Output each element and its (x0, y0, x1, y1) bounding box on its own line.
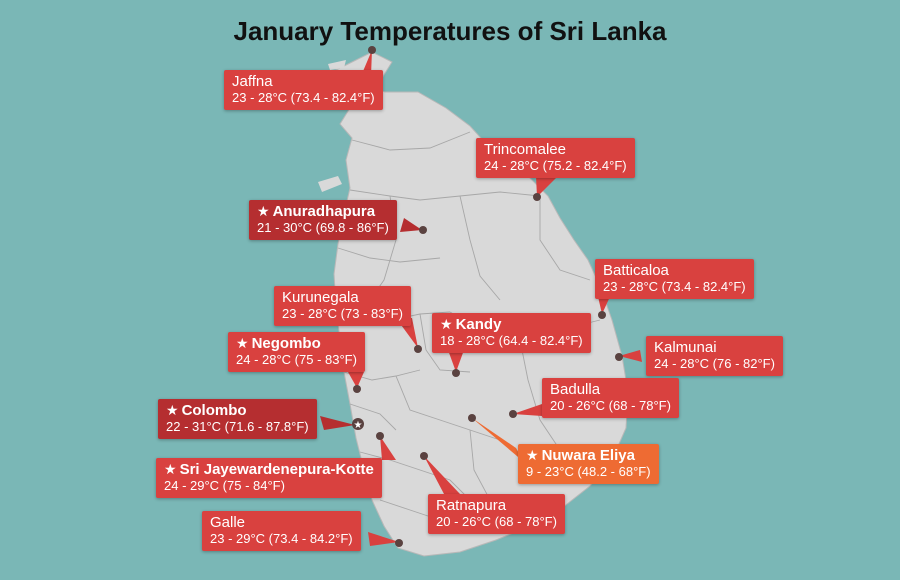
mannar-island (318, 176, 342, 192)
city-name: Trincomalee (484, 141, 566, 158)
city-temp: 23 - 29°C (73.4 - 84.2°F) (210, 531, 353, 546)
label-kurunegala[interactable]: Kurunegala 23 - 28°C (73 - 83°F) (274, 286, 411, 326)
star-icon: ★ (257, 203, 270, 219)
jaffna-islands (328, 60, 346, 70)
city-name: Badulla (550, 381, 601, 398)
dot-anuradhapura (419, 226, 427, 234)
city-temp: 20 - 26°C (68 - 78°F) (436, 514, 557, 529)
dot-kurunegala (414, 345, 422, 353)
dot-jaffna (368, 46, 376, 54)
star-icon: ★ (164, 461, 177, 477)
star-icon: ★ (440, 316, 453, 332)
city-name: Ratnapura (436, 497, 507, 514)
label-ratnapura[interactable]: Ratnapura 20 - 26°C (68 - 78°F) (428, 494, 565, 534)
city-dots (353, 46, 623, 547)
city-name: Kurunegala (282, 289, 359, 306)
label-kandy[interactable]: ★ Kandy 18 - 28°C (64.4 - 82.4°F) (432, 313, 591, 353)
dot-kalmunai (615, 353, 623, 361)
label-nuwara-eliya[interactable]: ★ Nuwara Eliya 9 - 23°C (48.2 - 68°F) (518, 444, 659, 484)
star-icon: ★ (236, 335, 249, 351)
city-temp: 22 - 31°C (71.6 - 87.8°F) (166, 419, 309, 434)
label-trincomalee[interactable]: Trincomalee 24 - 28°C (75.2 - 82.4°F) (476, 138, 635, 178)
label-sri-jayewardenepura-kotte[interactable]: ★ Sri Jayewardenepura-Kotte 24 - 29°C (75… (156, 458, 382, 498)
map-title: January Temperatures of Sri Lanka (233, 16, 667, 46)
dot-kotte (376, 432, 384, 440)
city-name: Colombo (181, 402, 247, 419)
city-temp: 23 - 28°C (73.4 - 82.4°F) (232, 90, 375, 105)
label-kalmunai[interactable]: Kalmunai 24 - 28°C (76 - 82°F) (646, 336, 783, 376)
label-anuradhapura[interactable]: ★ Anuradhapura 21 - 30°C (69.8 - 86°F) (249, 200, 397, 240)
label-jaffna[interactable]: Jaffna 23 - 28°C (73.4 - 82.4°F) (224, 70, 383, 110)
city-temp: 24 - 28°C (75.2 - 82.4°F) (484, 158, 627, 173)
dot-trincomalee (533, 193, 541, 201)
city-temp: 24 - 28°C (75 - 83°F) (236, 352, 357, 367)
city-temp: 20 - 26°C (68 - 78°F) (550, 398, 671, 413)
city-name: Jaffna (232, 73, 273, 90)
city-name: Kandy (455, 316, 502, 333)
dot-nuwara-eliya (468, 414, 476, 422)
city-temp: 9 - 23°C (48.2 - 68°F) (526, 464, 651, 479)
star-icon: ★ (526, 447, 539, 463)
city-temp: 24 - 29°C (75 - 84°F) (164, 478, 285, 493)
city-temp: 23 - 28°C (73 - 83°F) (282, 306, 403, 321)
dot-negombo (353, 385, 361, 393)
dot-batticaloa (598, 311, 606, 319)
city-name: Negombo (251, 335, 321, 352)
capital-star-icon: ★ (352, 418, 364, 431)
label-badulla[interactable]: Badulla 20 - 26°C (68 - 78°F) (542, 378, 679, 418)
label-negombo[interactable]: ★ Negombo 24 - 28°C (75 - 83°F) (228, 332, 365, 372)
city-name: Sri Jayewardenepura-Kotte (179, 461, 374, 478)
city-name: Batticaloa (603, 262, 669, 279)
city-name: Nuwara Eliya (541, 447, 635, 464)
dot-kandy (452, 369, 460, 377)
svg-text:★: ★ (354, 420, 363, 431)
star-icon: ★ (166, 402, 179, 418)
dot-badulla (509, 410, 517, 418)
label-batticaloa[interactable]: Batticaloa 23 - 28°C (73.4 - 82.4°F) (595, 259, 754, 299)
city-temp: 18 - 28°C (64.4 - 82.4°F) (440, 333, 583, 348)
city-temp: 21 - 30°C (69.8 - 86°F) (257, 220, 389, 235)
city-name: Anuradhapura (272, 203, 376, 220)
label-colombo[interactable]: ★ Colombo 22 - 31°C (71.6 - 87.8°F) (158, 399, 317, 439)
dot-ratnapura (420, 452, 428, 460)
city-name: Galle (210, 514, 246, 531)
city-temp: 23 - 28°C (73.4 - 82.4°F) (603, 279, 746, 294)
city-temp: 24 - 28°C (76 - 82°F) (654, 356, 775, 371)
label-galle[interactable]: Galle 23 - 29°C (73.4 - 84.2°F) (202, 511, 361, 551)
city-name: Kalmunai (654, 339, 717, 356)
dot-galle (395, 539, 403, 547)
